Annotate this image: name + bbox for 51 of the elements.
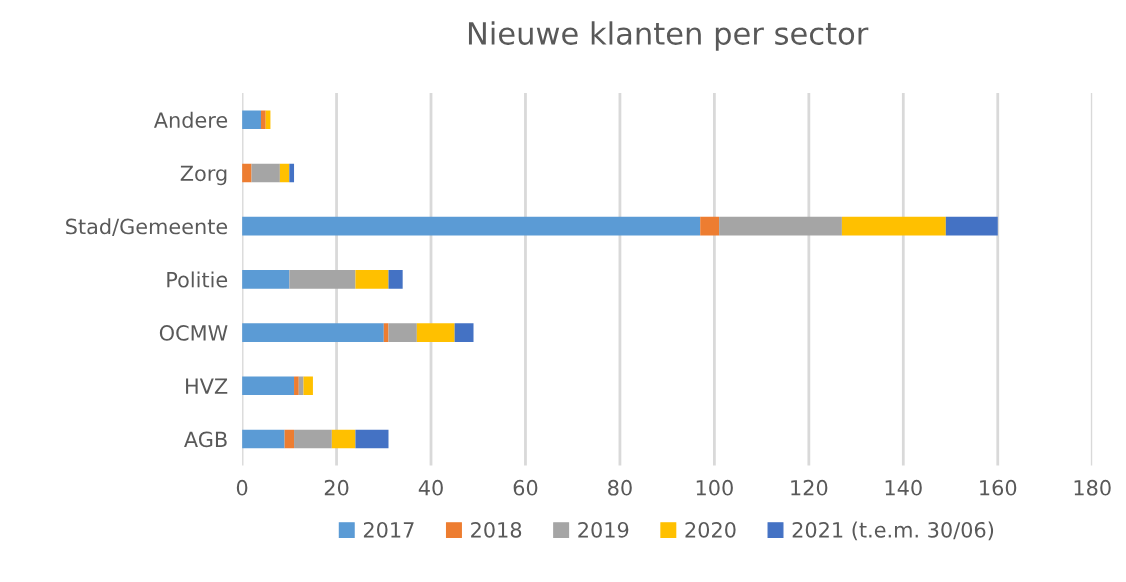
bar bbox=[416, 323, 455, 342]
bar bbox=[260, 110, 266, 130]
legend-label: 2017 bbox=[363, 521, 414, 538]
y-tick-label: Politie bbox=[167, 271, 228, 288]
bar bbox=[331, 429, 356, 449]
x-tick-label: 100 bbox=[696, 479, 733, 496]
bar bbox=[383, 323, 389, 342]
x-tick-label: 0 bbox=[236, 479, 248, 496]
bar bbox=[242, 429, 285, 449]
x-tick-label: 60 bbox=[513, 479, 538, 496]
bar bbox=[289, 163, 295, 183]
x-tick-label: 180 bbox=[1074, 479, 1111, 496]
x-tick-label: 20 bbox=[324, 479, 349, 496]
bar bbox=[945, 216, 998, 236]
y-tick-label: Stad/Gemeente bbox=[66, 218, 228, 236]
bar bbox=[355, 270, 389, 289]
bar bbox=[242, 376, 295, 396]
bar bbox=[388, 323, 417, 342]
x-tick-label: 40 bbox=[418, 479, 443, 496]
bar bbox=[242, 216, 701, 236]
bar bbox=[242, 323, 384, 342]
legend-label: 2021 (t.e.m. 30/06) bbox=[792, 521, 994, 541]
legend-label: 2020 bbox=[685, 521, 736, 538]
y-tick-label: HVZ bbox=[186, 378, 228, 394]
legend-label: 2018 bbox=[471, 521, 522, 538]
legend-label: 2019 bbox=[578, 521, 629, 538]
x-tick-label: 120 bbox=[791, 479, 828, 496]
bar bbox=[279, 163, 290, 183]
x-tick-label: 140 bbox=[885, 479, 922, 496]
bar bbox=[700, 216, 720, 236]
bar bbox=[242, 110, 261, 130]
bar bbox=[251, 163, 280, 183]
bar bbox=[719, 216, 842, 236]
y-tick-label: AGB bbox=[184, 431, 227, 448]
bar bbox=[355, 429, 389, 449]
bar bbox=[242, 163, 252, 183]
bar bbox=[284, 429, 295, 449]
bar bbox=[289, 270, 356, 289]
x-tick-label: 80 bbox=[608, 479, 632, 496]
bar bbox=[294, 429, 332, 449]
bar bbox=[388, 270, 403, 289]
y-tick-label: Andere bbox=[153, 111, 228, 128]
bar bbox=[454, 323, 474, 342]
x-tick-label: 160 bbox=[980, 479, 1017, 496]
bar bbox=[242, 270, 290, 289]
bar bbox=[841, 216, 946, 236]
bar bbox=[294, 376, 299, 396]
y-tick-label: OCMW bbox=[159, 325, 228, 341]
chart-title: Nieuwe klanten per sector bbox=[468, 21, 869, 51]
y-tick-label: Zorg bbox=[180, 165, 227, 186]
bar bbox=[303, 376, 313, 396]
